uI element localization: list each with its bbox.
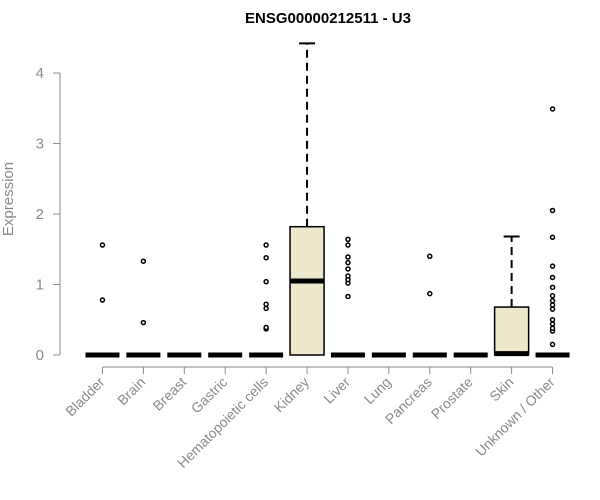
y-tick-label: 4	[36, 65, 44, 82]
outlier-point	[263, 254, 269, 261]
y-axis: 0 1 2 3 4	[36, 65, 61, 364]
box-iqr	[289, 225, 325, 356]
outlier-point	[427, 253, 433, 260]
outlier-point	[549, 297, 556, 304]
outlier-point	[549, 207, 556, 214]
outlier-point	[263, 305, 269, 312]
outlier-point	[549, 293, 556, 299]
outlier-point	[345, 242, 351, 248]
outlier-point	[549, 325, 556, 331]
outlier-point	[549, 106, 556, 112]
x-tick-label: Kidney	[271, 374, 313, 416]
outlier-point	[549, 234, 556, 241]
outlier-point	[427, 290, 433, 297]
outlier-point	[345, 266, 351, 272]
outlier-point	[345, 236, 351, 243]
y-axis-label: Expression	[0, 162, 17, 236]
box-brain	[126, 258, 161, 358]
box-bladder	[85, 242, 120, 358]
outlier-point	[345, 273, 351, 279]
y-tick-label: 1	[36, 277, 44, 294]
outlier-point	[140, 258, 147, 264]
y-tick-label: 3	[36, 136, 44, 153]
outlier-point	[549, 302, 556, 308]
box-liver	[330, 236, 365, 358]
x-tick-label: Liver	[320, 374, 353, 407]
box-pancreas	[412, 253, 447, 358]
outlier-point	[549, 274, 556, 281]
outlier-point	[549, 341, 556, 348]
x-tick-label: Lung	[361, 374, 394, 407]
outlier-point	[549, 306, 556, 312]
outlier-point	[345, 259, 351, 266]
outlier-point	[99, 297, 106, 303]
box-unknown-other	[535, 106, 570, 358]
outlier-point	[263, 301, 269, 307]
outlier-point	[549, 263, 556, 269]
outlier-point	[549, 317, 556, 323]
outlier-point	[345, 293, 351, 300]
x-tick-label: Brain	[114, 374, 148, 408]
x-tick-label: Skin	[486, 374, 517, 405]
outlier-point	[263, 324, 269, 331]
outlier-point	[99, 242, 106, 248]
outlier-point	[263, 278, 269, 285]
outlier-point	[549, 321, 556, 327]
outlier-point	[345, 254, 351, 260]
x-tick-label: Prostate	[428, 374, 476, 422]
box-group	[85, 42, 570, 358]
y-tick-label: 0	[36, 347, 44, 364]
box-kidney	[289, 42, 325, 356]
outlier-point	[549, 284, 556, 291]
chart-title: ENSG00000212511 - U3	[245, 10, 411, 27]
x-tick-label: Breast	[149, 374, 189, 414]
x-tick-label: Bladder	[62, 374, 108, 420]
outlier-point	[140, 319, 147, 326]
y-tick-label: 2	[36, 206, 44, 223]
box-hematopoietic-cells	[249, 242, 284, 358]
box-iqr	[493, 306, 530, 356]
box-skin	[493, 235, 530, 357]
outlier-point	[263, 242, 269, 248]
